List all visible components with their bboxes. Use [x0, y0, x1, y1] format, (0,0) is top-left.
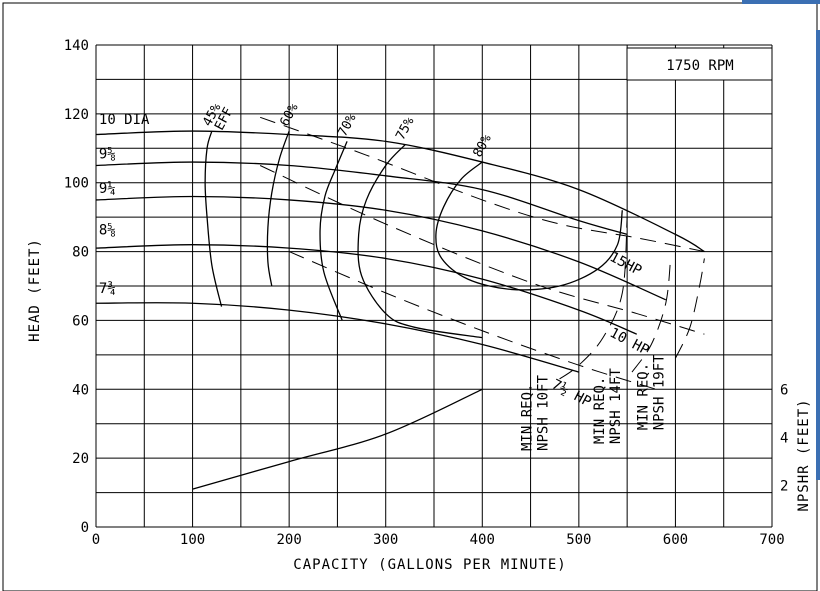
efficiency-curve [204, 130, 223, 307]
y-axis-label: HEAD (FEET) [27, 238, 43, 342]
x-axis-label: CAPACITY (GALLONS PER MINUTE) [293, 557, 566, 573]
y-tick-label: 120 [64, 107, 89, 123]
y-tick-label: 60 [72, 313, 89, 329]
impeller-label: 7¾ [99, 281, 116, 297]
plot-area [95, 116, 705, 490]
y-tick-label: 80 [72, 245, 89, 261]
y-tick-label: 0 [81, 520, 89, 536]
npsh-label-line2: NPSH 14FT [608, 368, 624, 444]
impeller-curve [95, 130, 705, 253]
y2-tick-label: 2 [780, 479, 788, 495]
horsepower-label: 15HP [607, 249, 644, 279]
header-tab [742, 0, 820, 4]
x-tick-label: 0 [92, 532, 100, 548]
impeller-curve [95, 244, 638, 335]
horsepower-label: 10 HP [607, 325, 652, 359]
x-tick-label: 600 [663, 532, 688, 548]
y-tick-label: 20 [72, 451, 89, 467]
efficiency-label: 60% [277, 101, 301, 129]
npsh-label-line1: MIN REQ. [520, 384, 536, 451]
x-tick-label: 700 [759, 532, 784, 548]
impeller-curve [95, 195, 667, 301]
efficiency-curve [435, 161, 623, 291]
efficiency-label: 80% [471, 132, 495, 160]
y-tick-label: 100 [64, 176, 89, 192]
impeller-curve [95, 161, 628, 235]
npsh-label-line2: NPSH 19FT [651, 354, 667, 430]
efficiency-label: 75% [393, 115, 417, 143]
y-tick-label: 140 [64, 38, 89, 54]
npsh-label-line2: NPSH 10FT [536, 375, 552, 451]
rpm-label: 1750 RPM [666, 58, 733, 74]
impeller-label: 8⅝ [99, 222, 116, 238]
axis-ticks: 0 100 200 300 400 500 600 700 0 20 40 60 80 100 120 140… [64, 38, 789, 548]
chart-grid [95, 44, 773, 528]
impeller-label: 9¼ [99, 181, 116, 197]
y2-axis-label: NPSHR (FEET) [796, 398, 812, 511]
y2-tick-label: 6 [780, 382, 788, 398]
x-tick-label: 400 [470, 532, 495, 548]
x-tick-label: 500 [566, 532, 591, 548]
impeller-curve [95, 302, 580, 373]
efficiency-label: 70% [335, 111, 359, 139]
y2-tick-label: 4 [780, 430, 788, 446]
npsh-curve [559, 217, 628, 380]
npsh-label-line1: MIN REQ. [635, 363, 651, 430]
horsepower-line [259, 165, 705, 335]
npsh-curve [674, 258, 705, 359]
efficiency-curve [357, 144, 483, 339]
npshr-curve [192, 388, 483, 490]
efficiency-curve [319, 141, 348, 321]
horsepower-line [260, 116, 705, 253]
side-tab [816, 30, 820, 480]
horsepower-line [288, 251, 657, 390]
horsepower-label: 7½ HP [549, 377, 594, 411]
npsh-curve [631, 258, 672, 373]
y-tick-label: 40 [72, 382, 89, 398]
impeller-label: 10 DIA [99, 112, 150, 128]
npsh-label-line1: MIN REQ. [592, 377, 608, 444]
x-tick-label: 300 [373, 532, 398, 548]
efficiency-curve [266, 130, 290, 287]
rpm-box [626, 47, 773, 81]
x-tick-label: 100 [180, 532, 205, 548]
x-tick-label: 200 [276, 532, 301, 548]
impeller-label: 9⅝ [99, 147, 116, 163]
